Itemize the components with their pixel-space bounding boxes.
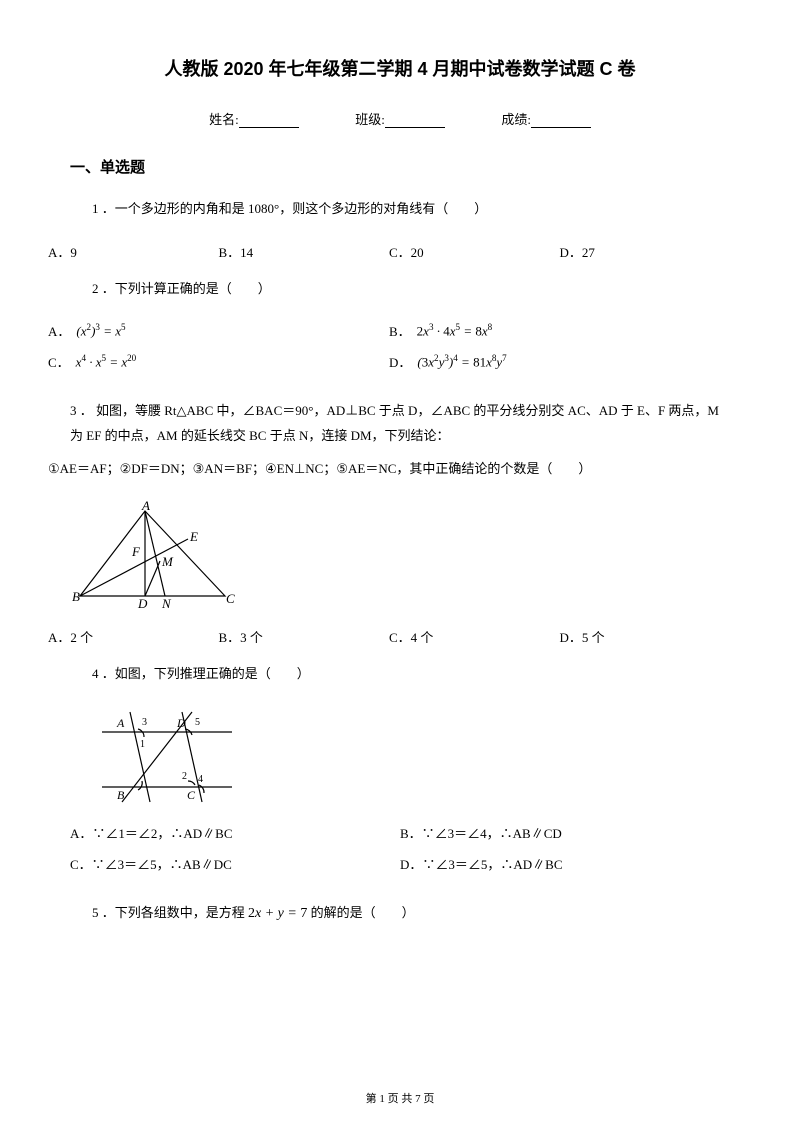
question-1: 1 ．一个多边形的内角和是 1080°，则这个多边形的对角线有（ ） [70,197,730,222]
question-5: 5 ．下列各组数中，是方程 2x + y = 7 的解的是（ ） [70,901,730,928]
q4-opt-b[interactable]: B．∵∠3＝∠4，∴AB∥CD [400,823,730,842]
question-3: 3 ． 如图，等腰 Rt△ABC 中，∠BAC＝90°，AD⊥BC 于点 D，∠… [48,399,730,481]
question-4: 4 ．如图，下列推理正确的是（ ） [70,662,730,687]
q2-b-label: B． [389,321,411,340]
q2-d-label: D． [389,352,411,371]
section-single-choice: 一、单选题 [70,156,730,177]
svg-text:3: 3 [142,717,147,728]
svg-text:C: C [226,591,235,606]
q1-opt-b[interactable]: B．14 [219,242,390,261]
q3-options: A．2 个 B．3 个 C．4 个 D．5 个 [48,627,730,646]
q2-text: 2 ．下列计算正确的是（ ） [92,277,730,302]
q3-opt-a[interactable]: A．2 个 [48,627,219,646]
q1-opt-c[interactable]: C．20 [389,242,560,261]
q2-opt-d[interactable]: D． (3x2y3)4 = 81x8y7 [389,352,730,371]
q4-opt-a[interactable]: A．∵∠1＝∠2，∴AD∥BC [70,823,400,842]
svg-text:B: B [72,589,80,604]
q2-formula-d: (3x2y3)4 = 81x8y7 [417,353,506,370]
svg-text:F: F [131,544,141,559]
q2-opt-b[interactable]: B． 2x3 · 4x5 = 8x8 [389,321,730,340]
q1-opt-d[interactable]: D．27 [560,242,731,261]
q2-options: A． (x2)3 = x5 B． 2x3 · 4x5 = 8x8 C． x4 ·… [48,321,730,383]
q4-opt-c[interactable]: C．∵∠3＝∠5，∴AB∥DC [70,854,400,873]
q5-text-post: 的解的是（ ） [311,905,415,920]
q2-formula-a: (x2)3 = x5 [76,322,125,339]
class-blank[interactable] [385,114,445,128]
name-blank[interactable] [239,114,299,128]
exam-title: 人教版 2020 年七年级第二学期 4 月期中试卷数学试题 C 卷 [70,55,730,81]
svg-text:D: D [137,596,148,611]
svg-text:A: A [141,501,150,513]
svg-text:A: A [116,716,125,730]
svg-text:1: 1 [140,739,145,750]
svg-text:N: N [161,596,172,611]
q3-opt-c[interactable]: C．4 个 [389,627,560,646]
q1-text: 1 ．一个多边形的内角和是 1080°，则这个多边形的对角线有（ ） [92,197,730,222]
name-label: 姓名: [209,112,239,127]
q5-text: 5 ．下列各组数中，是方程 2x + y = 7 的解的是（ ） [92,901,730,928]
q1-options: A．9 B．14 C．20 D．27 [48,242,730,261]
q5-text-pre: 5 ．下列各组数中，是方程 [92,905,245,920]
q1-opt-a[interactable]: A．9 [48,242,219,261]
q4-options: A．∵∠1＝∠2，∴AD∥BC B．∵∠3＝∠4，∴AB∥CD C．∵∠3＝∠5… [70,823,730,885]
score-blank[interactable] [531,114,591,128]
class-label: 班级: [355,112,385,127]
q2-formula-c: x4 · x5 = x20 [76,353,137,370]
q2-c-label: C． [48,352,70,371]
svg-text:4: 4 [198,774,203,785]
q2-opt-c[interactable]: C． x4 · x5 = x20 [48,352,389,371]
svg-text:E: E [189,529,198,544]
q5-formula: 2x + y = 7 [248,906,307,921]
svg-text:B: B [117,788,125,802]
page-footer: 第 1 页 共 7 页 [0,1090,800,1106]
question-2: 2 ．下列计算正确的是（ ） [70,277,730,302]
q4-opt-d[interactable]: D．∵∠3＝∠5，∴AD∥BC [400,854,730,873]
q3-figure: A B C D N E F M [70,501,730,611]
svg-text:C: C [187,788,196,802]
triangle-diagram: A B C D N E F M [70,501,240,611]
score-label: 成绩: [501,112,531,127]
q3-text2: ①AE＝AF；②DF＝DN；③AN＝BF；④EN⊥NC；⑤AE＝NC，其中正确结… [48,457,730,482]
q3-opt-b[interactable]: B．3 个 [219,627,390,646]
student-info-line: 姓名: 班级: 成绩: [70,109,730,128]
q3-text: 3 ． 如图，等腰 Rt△ABC 中，∠BAC＝90°，AD⊥BC 于点 D，∠… [48,399,730,448]
parallel-lines-diagram: A D B C 1 2 3 4 5 [92,707,242,807]
svg-text:D: D [176,716,186,730]
q2-opt-a[interactable]: A． (x2)3 = x5 [48,321,389,340]
q4-text: 4 ．如图，下列推理正确的是（ ） [92,662,730,687]
q4-figure: A D B C 1 2 3 4 5 [92,707,730,807]
svg-text:2: 2 [182,771,187,782]
q2-a-label: A． [48,321,70,340]
q3-opt-d[interactable]: D．5 个 [560,627,731,646]
svg-text:5: 5 [195,717,200,728]
svg-text:M: M [161,554,174,569]
q2-formula-b: 2x3 · 4x5 = 8x8 [417,322,493,339]
